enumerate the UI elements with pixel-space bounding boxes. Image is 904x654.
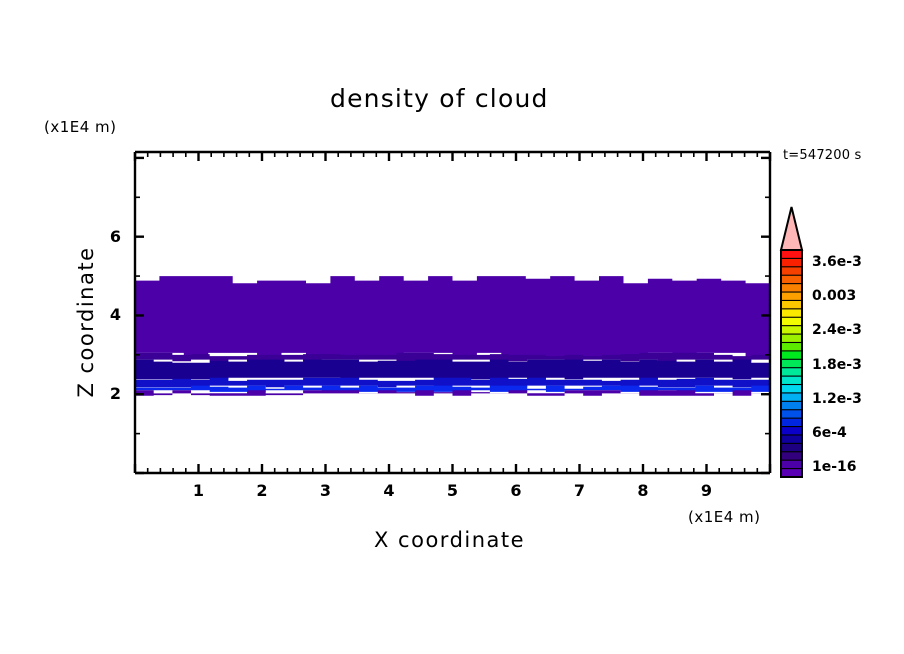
colorbar-band [780, 291, 803, 302]
x-tick-label: 8 [637, 481, 649, 500]
colorbar-band [780, 417, 803, 428]
colorbar-band [780, 409, 803, 420]
colorbar-band [780, 283, 803, 293]
colorbar-band [780, 434, 803, 445]
x-tick-label: 1 [192, 481, 205, 500]
contour-layer-mid-cloud-violet [135, 352, 770, 362]
colorbar-band [780, 350, 803, 361]
contour-field-group [135, 276, 770, 396]
colorbar-band [780, 442, 803, 453]
x-tick-label: 7 [573, 481, 586, 500]
colorbar-band [780, 325, 803, 336]
colorbar-band [780, 274, 803, 285]
colorbar-band [780, 400, 803, 411]
x-axis-unit-label: (x1E4 m) [688, 508, 761, 526]
colorbar-tick-label: 2.4e-3 [812, 322, 862, 339]
x-tick-label: 6 [510, 481, 522, 500]
x-axis-title: X coordinate [374, 528, 526, 552]
colorbar-band [780, 367, 803, 378]
colorbar-tick-label: 6e-4 [812, 424, 847, 441]
colorbar-band [780, 333, 803, 344]
colorbar-band [780, 392, 803, 403]
x-tick-label: 3 [319, 481, 332, 500]
colorbar-band [780, 308, 803, 319]
colorbar-band [780, 358, 803, 369]
page-title: density of cloud [330, 84, 549, 113]
colorbar-band [780, 375, 803, 386]
colorbar-band [780, 257, 803, 268]
timestamp-annotation: t=547200 s [783, 148, 862, 163]
colorbar-tick-label: 3.6e-3 [812, 254, 862, 270]
colorbar-band [780, 426, 803, 436]
colorbar-tick-label: 1.8e-3 [812, 356, 862, 373]
x-tick-label: 4 [383, 481, 395, 500]
colorbar-tick-label: 0.003 [812, 288, 857, 305]
y-axis-unit-label: (x1E4 m) [44, 118, 117, 136]
colorbar-band [780, 299, 803, 310]
colorbar-group [779, 206, 804, 478]
contour-layer-lower-cloud-blue [135, 377, 770, 388]
x-tick-label: 2 [256, 481, 268, 500]
axis-frame-group [133, 150, 772, 475]
colorbar-tick-label: 1e-16 [812, 459, 857, 475]
contour-layer-mid-cloud-dark-blue [135, 359, 770, 380]
contour-layer-base-cloud-edge [135, 390, 770, 396]
x-tick-label: 9 [700, 481, 713, 500]
contour-layer-lower-cloud-bright-blue [135, 385, 770, 392]
colorbar-band [780, 383, 803, 394]
colorbar-band [780, 249, 803, 260]
colorbar-band [780, 316, 803, 327]
colorbar-outline [780, 249, 803, 478]
colorbar-overflow-arrow [779, 206, 804, 251]
contour-layer-upper-cloud-purple [135, 276, 770, 357]
colorbar-tick-label: 1.2e-3 [812, 390, 862, 407]
colorbar-band [780, 451, 803, 462]
colorbar-band [780, 341, 803, 352]
y-tick-label: 4 [109, 305, 121, 325]
x-tick-label: 5 [446, 481, 459, 500]
colorbar-band [780, 459, 803, 470]
y-tick-label: 6 [109, 226, 121, 246]
y-tick-label: 2 [109, 384, 121, 404]
colorbar-band [780, 266, 803, 277]
